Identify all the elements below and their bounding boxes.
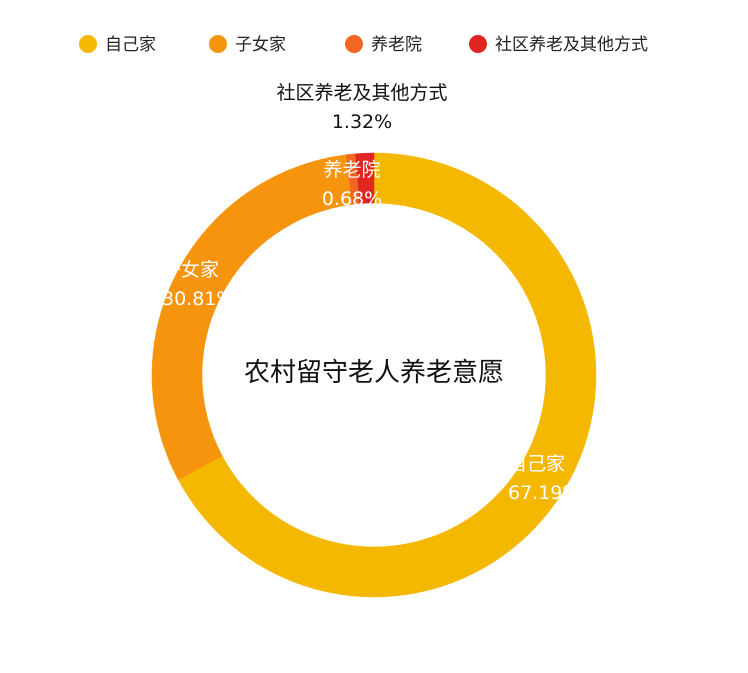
legend-marker-1 [209,35,227,53]
slice-label-1: 子女家 [162,259,219,281]
slice-label-2: 养老院 [323,159,380,181]
legend-item-1[interactable]: 子女家 [209,35,286,55]
slice-label-3: 社区养老及其他方式 [276,82,447,104]
slice-3[interactable] [355,152,375,204]
legend-item-2[interactable]: 养老院 [345,35,422,55]
legend-item-0[interactable]: 自己家 [79,35,156,55]
legend-marker-2 [345,35,363,53]
legend: 自己家 子女家 养老院 社区养老及其他方式 [79,35,648,55]
chart-title: 农村留守老人养老意愿 [244,358,504,388]
slice-1[interactable] [151,154,353,480]
legend-marker-3 [469,35,487,53]
legend-marker-0 [79,35,97,53]
legend-label-0: 自己家 [105,35,156,55]
slice-label-0: 自己家 [508,453,565,475]
slice-value-0: 67.19% [508,482,580,504]
slice-value-3: 1.32% [332,111,392,133]
legend-label-3: 社区养老及其他方式 [495,35,648,55]
slice-labels: 自己家 67.19% 子女家 30.81% 养老院 0.68% 社区养老及其他方式 1.32% [162,82,580,504]
legend-label-1: 子女家 [235,35,286,55]
legend-item-3[interactable]: 社区养老及其他方式 [469,35,648,55]
slice-0[interactable] [177,152,597,598]
legend-label-2: 养老院 [371,35,422,55]
slice-value-2: 0.68% [322,188,382,210]
slice-value-1: 30.81% [162,288,234,310]
donut-slices [151,152,597,598]
